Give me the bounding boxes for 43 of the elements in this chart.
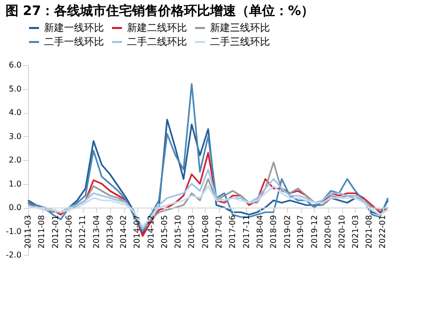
- legend-label: 二手二线环比: [127, 36, 187, 48]
- x-tick-label: 2014-02: [119, 215, 128, 248]
- x-tick-label: 2018-09: [269, 215, 278, 248]
- y-tick-label: 2.0: [8, 156, 22, 164]
- x-tick-label: 2021-03: [350, 215, 360, 248]
- x-tick-label: 2013-09: [105, 215, 114, 248]
- x-tick-label: 2014-07: [132, 215, 142, 248]
- legend-label: 二手三线环比: [210, 36, 270, 48]
- x-tick-label: 2015-10: [174, 215, 183, 248]
- x-tick-label: 2017-01: [214, 215, 224, 248]
- y-tick-label: 3.0: [8, 132, 22, 141]
- x-tick-label: 2016-03: [187, 215, 196, 248]
- x-tick-label: 2012-06: [64, 215, 74, 248]
- x-tick-label: 2019-07: [296, 215, 306, 248]
- x-tick-label: 2011-08: [37, 215, 46, 248]
- x-tick-label: 2018-04: [255, 215, 264, 248]
- y-tick-label: 6.0: [8, 60, 22, 70]
- y-tick-label: -2.0: [6, 250, 22, 260]
- x-tick-label: 2012-11: [78, 215, 88, 248]
- x-tick-label: 2016-08: [200, 215, 210, 248]
- y-tick-label: -1.0: [6, 226, 22, 236]
- y-tick-label: 0.0: [8, 203, 22, 212]
- x-tick-label: 2021-08: [364, 215, 374, 248]
- x-tick-label: 2019-02: [282, 215, 292, 248]
- y-tick-label: 1.0: [8, 179, 22, 188]
- legend-label: 新建一线环比: [44, 22, 104, 34]
- chart-title: 图 27：各线城市住宅销售价格环比增速（单位：%）: [5, 3, 314, 19]
- x-tick-label: 2014-12: [146, 215, 156, 248]
- x-tick-label: 2020-10: [337, 215, 346, 248]
- x-tick-label: 2011-03: [24, 215, 32, 248]
- legend-label: 新建三线环比: [210, 22, 270, 34]
- x-tick-label: 2015-05: [160, 215, 169, 248]
- x-tick-label: 2019-12: [310, 215, 319, 248]
- legend-label: 二手一线环比: [44, 36, 104, 48]
- x-tick-label: 2013-04: [92, 215, 101, 248]
- legend-label: 新建二线环比: [127, 22, 187, 34]
- x-tick-label: 2017-11: [242, 215, 251, 248]
- x-tick-label: 2012-01: [50, 215, 60, 248]
- x-tick-label: 2020-05: [324, 215, 333, 248]
- y-tick-label: 5.0: [8, 84, 22, 94]
- x-tick-label: 2022-01: [378, 215, 388, 248]
- y-tick-label: 4.0: [8, 108, 22, 117]
- x-tick-label: 2017-06: [228, 215, 238, 248]
